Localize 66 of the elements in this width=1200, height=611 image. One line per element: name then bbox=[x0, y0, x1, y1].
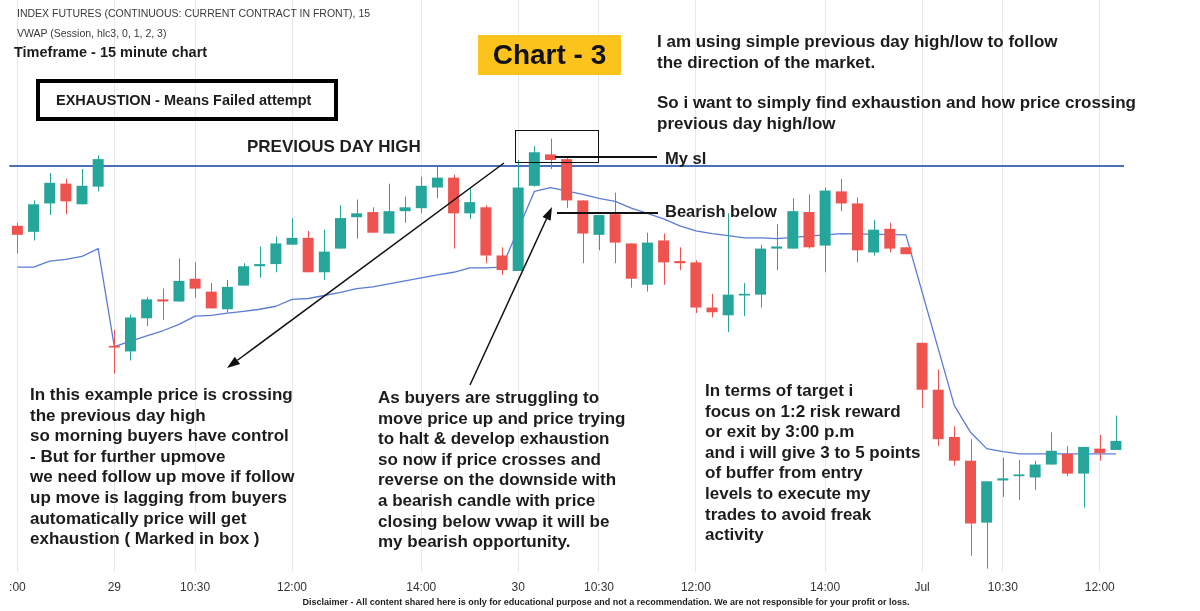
candlestick bbox=[270, 236, 282, 273]
candlestick bbox=[11, 222, 23, 254]
candlestick bbox=[835, 178, 847, 212]
text: EXHAUSTION - Means Failed attempt bbox=[56, 91, 312, 109]
candlestick bbox=[173, 258, 185, 303]
x-tick-label: 29 bbox=[107, 580, 122, 595]
x-tick-label: 12:00 bbox=[1084, 580, 1116, 595]
candlestick bbox=[1045, 431, 1057, 466]
x-tick-label: 12:00 bbox=[680, 580, 712, 595]
x-tick-label: 10:30 bbox=[583, 580, 615, 595]
candlestick bbox=[1061, 445, 1073, 477]
candlestick bbox=[189, 261, 201, 299]
candlestick bbox=[1110, 415, 1122, 451]
candlestick bbox=[431, 166, 443, 199]
annotation: As buyers are struggling to move price up and price trying to halt & develop exhaustion so now if price crosses and reverse on the downside with a bearish candle with price closing below vwap it will be my bearish opportunity. bbox=[378, 388, 626, 553]
x-tick-label: :00 bbox=[9, 580, 27, 595]
text: Chart - 3 bbox=[492, 39, 607, 71]
candlestick bbox=[1094, 434, 1106, 462]
annotation: My sl bbox=[665, 148, 707, 168]
annotation: In terms of target i focus on 1:2 risk reward or exit by 3:00 p.m and i will give 3 to 5 points of buffer from entry levels to execute my trades to avoid freak activity bbox=[705, 381, 921, 546]
x-tick-label: 12:00 bbox=[277, 580, 308, 595]
candlestick bbox=[1029, 460, 1041, 491]
candlestick bbox=[868, 219, 880, 256]
candlestick bbox=[496, 246, 508, 276]
x-tick-label: 30 bbox=[511, 580, 526, 595]
candlestick bbox=[157, 288, 169, 321]
candlestick bbox=[318, 229, 330, 281]
text: So i want to simply find exhaustion and how price crossing previous day high/low bbox=[657, 92, 1136, 134]
candlestick bbox=[884, 222, 896, 253]
candlestick bbox=[593, 214, 605, 251]
candlestick bbox=[674, 246, 686, 271]
x-tick-label: 14:00 bbox=[406, 580, 437, 595]
annotation: In this example price is crossing the previous day high so morning buyers have control - But for further upmove we need follow up move if follow up move is lagging from buyers automatically price will get exhaustion ( Marked in box ) bbox=[30, 385, 295, 550]
x-tick-label: 10:30 bbox=[180, 580, 211, 595]
candlestick bbox=[464, 187, 476, 220]
x-tick-label: 14:00 bbox=[810, 580, 841, 595]
candlestick bbox=[771, 223, 783, 271]
text: Disclaimer - All content shared here is only for educational purpose and not a recommendation. We are not responsible for your profit or loss. bbox=[302, 597, 910, 608]
candlestick bbox=[545, 137, 556, 170]
text: Timeframe - 15 minute chart bbox=[14, 44, 208, 61]
ref-line-label: PREVIOUS DAY HIGH bbox=[247, 136, 421, 156]
chart-title: INDEX FUTURES (CONTINUOUS: CURRENT CONTRACT IN FRONT), 15 bbox=[17, 7, 371, 20]
chart-subtitle: VWAP (Session, hlc3, 0, 1, 2, 3) bbox=[17, 27, 167, 40]
candlestick bbox=[399, 196, 411, 224]
candlestick bbox=[254, 245, 266, 279]
candlestick bbox=[383, 183, 395, 235]
candlestick bbox=[948, 425, 960, 466]
candlestick bbox=[238, 262, 250, 287]
candlestick bbox=[286, 217, 298, 246]
candlestick bbox=[367, 206, 379, 234]
candlestick bbox=[141, 296, 153, 327]
candlestick bbox=[415, 176, 427, 214]
candlestick bbox=[221, 279, 233, 313]
candlestick bbox=[44, 172, 56, 216]
candlestick bbox=[60, 178, 72, 215]
candlestick bbox=[108, 329, 120, 374]
candlestick bbox=[76, 168, 88, 205]
candlestick bbox=[658, 233, 670, 286]
text: I am using simple previous day high/low to follow the direction of the market. bbox=[657, 31, 1058, 73]
candlestick bbox=[997, 457, 1009, 498]
x-tick-label: 10:30 bbox=[987, 580, 1019, 595]
annotation: Bearish below bbox=[665, 201, 777, 221]
candlestick bbox=[205, 282, 217, 309]
candlestick bbox=[351, 199, 363, 240]
x-tick-label: Jul bbox=[914, 580, 930, 595]
candlestick bbox=[1013, 459, 1025, 501]
